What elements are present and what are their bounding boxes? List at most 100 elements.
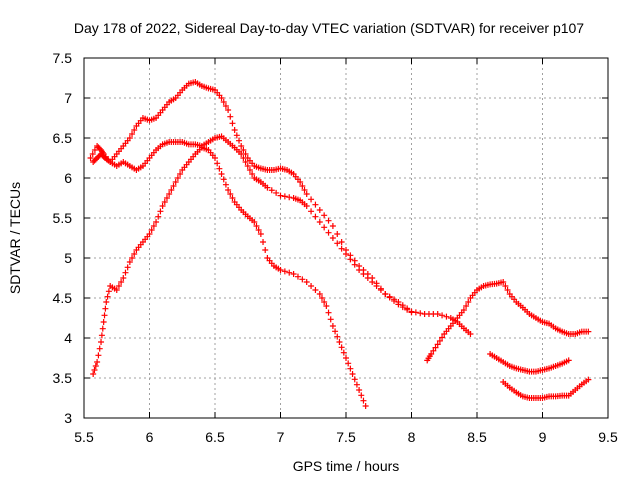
data-point — [325, 309, 332, 316]
data-point — [391, 297, 398, 304]
data-point — [236, 137, 243, 144]
data-point — [168, 187, 175, 193]
x-tick-label: 6 — [146, 429, 154, 445]
data-point — [353, 381, 360, 388]
x-tick-label: 7.5 — [336, 429, 356, 445]
data-point — [334, 333, 341, 340]
data-point — [345, 360, 352, 367]
data-point — [91, 157, 98, 164]
data-point — [95, 153, 102, 160]
data-point — [92, 156, 99, 163]
data-point — [233, 132, 240, 139]
data-point — [159, 203, 166, 209]
data-point — [94, 359, 101, 365]
data-point — [325, 229, 332, 236]
data-point — [316, 291, 323, 297]
y-tick-label: 3.5 — [53, 370, 73, 386]
data-point — [95, 352, 102, 359]
data-point — [334, 240, 341, 247]
data-points — [87, 79, 592, 409]
data-point — [369, 279, 376, 285]
data-point — [321, 212, 328, 219]
data-point — [222, 103, 229, 109]
y-tick-label: 4.5 — [53, 290, 73, 306]
data-point — [229, 120, 236, 127]
data-point — [321, 299, 328, 305]
x-axis-label: GPS time / hours — [293, 458, 400, 474]
data-point — [115, 283, 122, 289]
data-point — [463, 303, 470, 309]
data-point — [90, 371, 97, 377]
y-axis-label: SDTVAR / TECUs — [7, 182, 23, 294]
data-point — [113, 287, 120, 293]
data-point — [94, 143, 101, 149]
data-point — [157, 208, 164, 215]
y-tick-label: 6 — [64, 170, 72, 186]
data-point — [277, 192, 284, 199]
data-point — [336, 339, 343, 345]
y-tick-label: 3 — [64, 410, 72, 426]
data-point — [343, 251, 349, 257]
data-point — [89, 151, 96, 157]
data-point — [430, 347, 437, 354]
data-point — [404, 306, 411, 313]
y-tick-label: 6.5 — [53, 130, 73, 146]
data-point — [220, 99, 227, 105]
data-point — [118, 279, 125, 285]
data-point — [124, 264, 131, 271]
data-point — [312, 287, 319, 293]
data-point — [303, 203, 310, 209]
data-point — [439, 312, 446, 319]
data-point — [308, 283, 315, 289]
data-point — [434, 341, 441, 348]
data-point — [399, 304, 406, 311]
data-point — [257, 231, 264, 237]
data-point — [129, 255, 136, 261]
data-point — [312, 201, 319, 208]
data-point — [222, 181, 229, 188]
data-point — [246, 167, 253, 173]
data-point — [327, 316, 334, 323]
data-point — [153, 219, 160, 225]
x-tick-label: 8 — [408, 429, 416, 445]
data-point — [238, 151, 245, 157]
data-point — [172, 179, 179, 185]
data-point — [166, 191, 173, 197]
data-point — [286, 194, 293, 201]
data-point — [227, 191, 234, 197]
data-point — [565, 357, 572, 364]
data-point — [122, 269, 129, 276]
data-point — [126, 135, 133, 141]
data-point — [338, 239, 345, 245]
data-point — [161, 199, 168, 205]
data-point — [277, 267, 284, 273]
series-track-mid-late — [487, 351, 572, 375]
data-point — [218, 171, 225, 177]
data-point — [264, 184, 271, 191]
data-point — [214, 160, 221, 167]
data-point — [262, 247, 269, 253]
data-point — [500, 279, 507, 285]
data-point — [91, 147, 98, 153]
data-point — [253, 223, 260, 229]
gridlines — [84, 58, 608, 418]
data-point — [395, 301, 402, 308]
data-point — [131, 251, 138, 257]
data-point — [105, 288, 112, 295]
y-tick-label: 7 — [64, 90, 72, 106]
data-point — [303, 191, 310, 197]
data-point — [96, 345, 103, 352]
data-point — [316, 219, 323, 225]
x-tick-label: 7 — [277, 429, 285, 445]
data-point — [103, 299, 110, 305]
data-point — [242, 159, 249, 165]
data-point — [225, 107, 232, 113]
data-point — [308, 196, 315, 203]
data-point — [329, 323, 336, 329]
data-point — [177, 171, 184, 177]
series-track-upper — [90, 79, 474, 337]
data-point — [432, 344, 439, 351]
data-point — [308, 208, 315, 215]
data-point — [299, 183, 306, 189]
